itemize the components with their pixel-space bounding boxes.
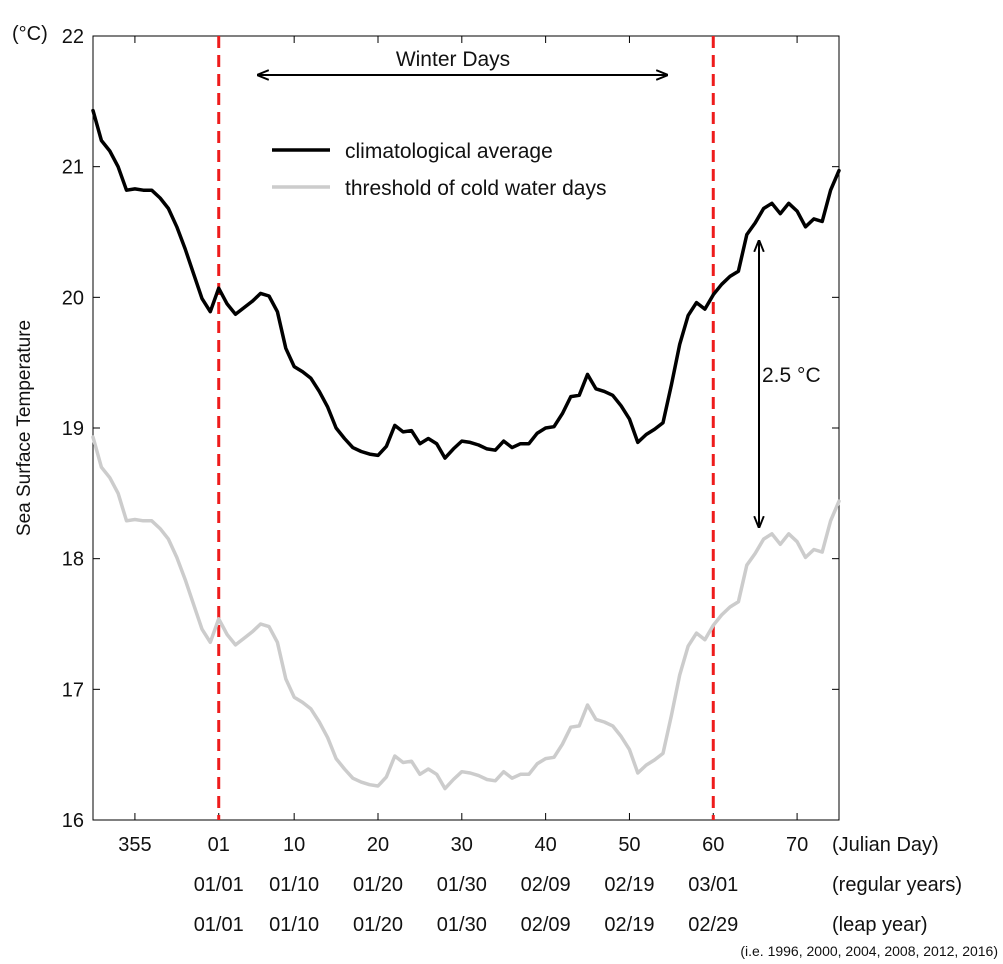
x-tick-label-julian: 60 (702, 834, 724, 856)
y-tick-label: 19 (62, 418, 84, 440)
x-tick-label-leap: 01/10 (269, 914, 319, 936)
x-tick-label-regular: 03/01 (688, 874, 738, 896)
climatological-average-line (91, 108, 841, 460)
y-tick-label: 21 (62, 157, 84, 179)
difference-label: 2.5 °C (762, 364, 821, 387)
leap-year-row-label: (leap year) (832, 914, 928, 936)
x-tick-label-leap: 01/20 (353, 914, 403, 936)
x-tick-label-regular: 02/09 (521, 874, 571, 896)
x-tick-label-leap: 01/01 (194, 914, 244, 936)
threshold-of-cold-water-days-line (91, 435, 841, 791)
season-boundaries (217, 36, 715, 820)
x-tick-label-regular: 01/30 (437, 874, 487, 896)
y-tick-label: 16 (62, 810, 84, 832)
x-tick-label-regular: 02/19 (604, 874, 654, 896)
x-axis: 355 01 01/01 01/01 10 01/10 01/10 20 01/20 01/20 3… (118, 36, 808, 936)
difference-value: 2.5 (762, 364, 791, 387)
x-tick-label-julian: 10 (283, 834, 305, 856)
winter-days-label: Winter Days (396, 48, 510, 71)
y-axis: 16 17 18 19 20 21 22 (62, 26, 839, 832)
legend: climatological average threshold of cold… (272, 140, 606, 200)
x-tick-label-leap: 02/09 (521, 914, 571, 936)
leap-years-note: (i.e. 1996, 2000, 2004, 2008, 2012, 2016… (740, 943, 998, 959)
x-tick-label-leap: 02/29 (688, 914, 738, 936)
x-tick-label-leap: 02/19 (604, 914, 654, 936)
x-tick-label-julian: 20 (367, 834, 389, 856)
x-tick-label-julian: 355 (118, 834, 151, 856)
legend-label-threshold: threshold of cold water days (345, 177, 606, 200)
julian-day-row-label: (Julian Day) (832, 834, 939, 856)
x-tick-label-julian: 40 (535, 834, 557, 856)
x-tick-label-julian: 30 (451, 834, 473, 856)
y-tick-label: 22 (62, 26, 84, 48)
legend-label-average: climatological average (345, 140, 553, 163)
y-tick-label: 18 (62, 549, 84, 571)
x-tick-label-regular: 01/01 (194, 874, 244, 896)
x-tick-label-julian: 50 (618, 834, 640, 856)
regular-years-row-label: (regular years) (832, 874, 962, 896)
x-tick-label-julian: 70 (786, 834, 808, 856)
x-tick-label-leap: 01/30 (437, 914, 487, 936)
y-axis-label: Sea Surface Temperature (14, 320, 35, 536)
difference-unit: °C (797, 364, 821, 387)
y-unit-label: (°C) (12, 23, 48, 45)
y-tick-label: 17 (62, 679, 84, 701)
y-tick-label: 20 (62, 287, 84, 309)
x-tick-label-regular: 01/10 (269, 874, 319, 896)
x-tick-label-julian: 01 (208, 834, 230, 856)
x-tick-label-regular: 01/20 (353, 874, 403, 896)
series-lines (91, 108, 841, 791)
